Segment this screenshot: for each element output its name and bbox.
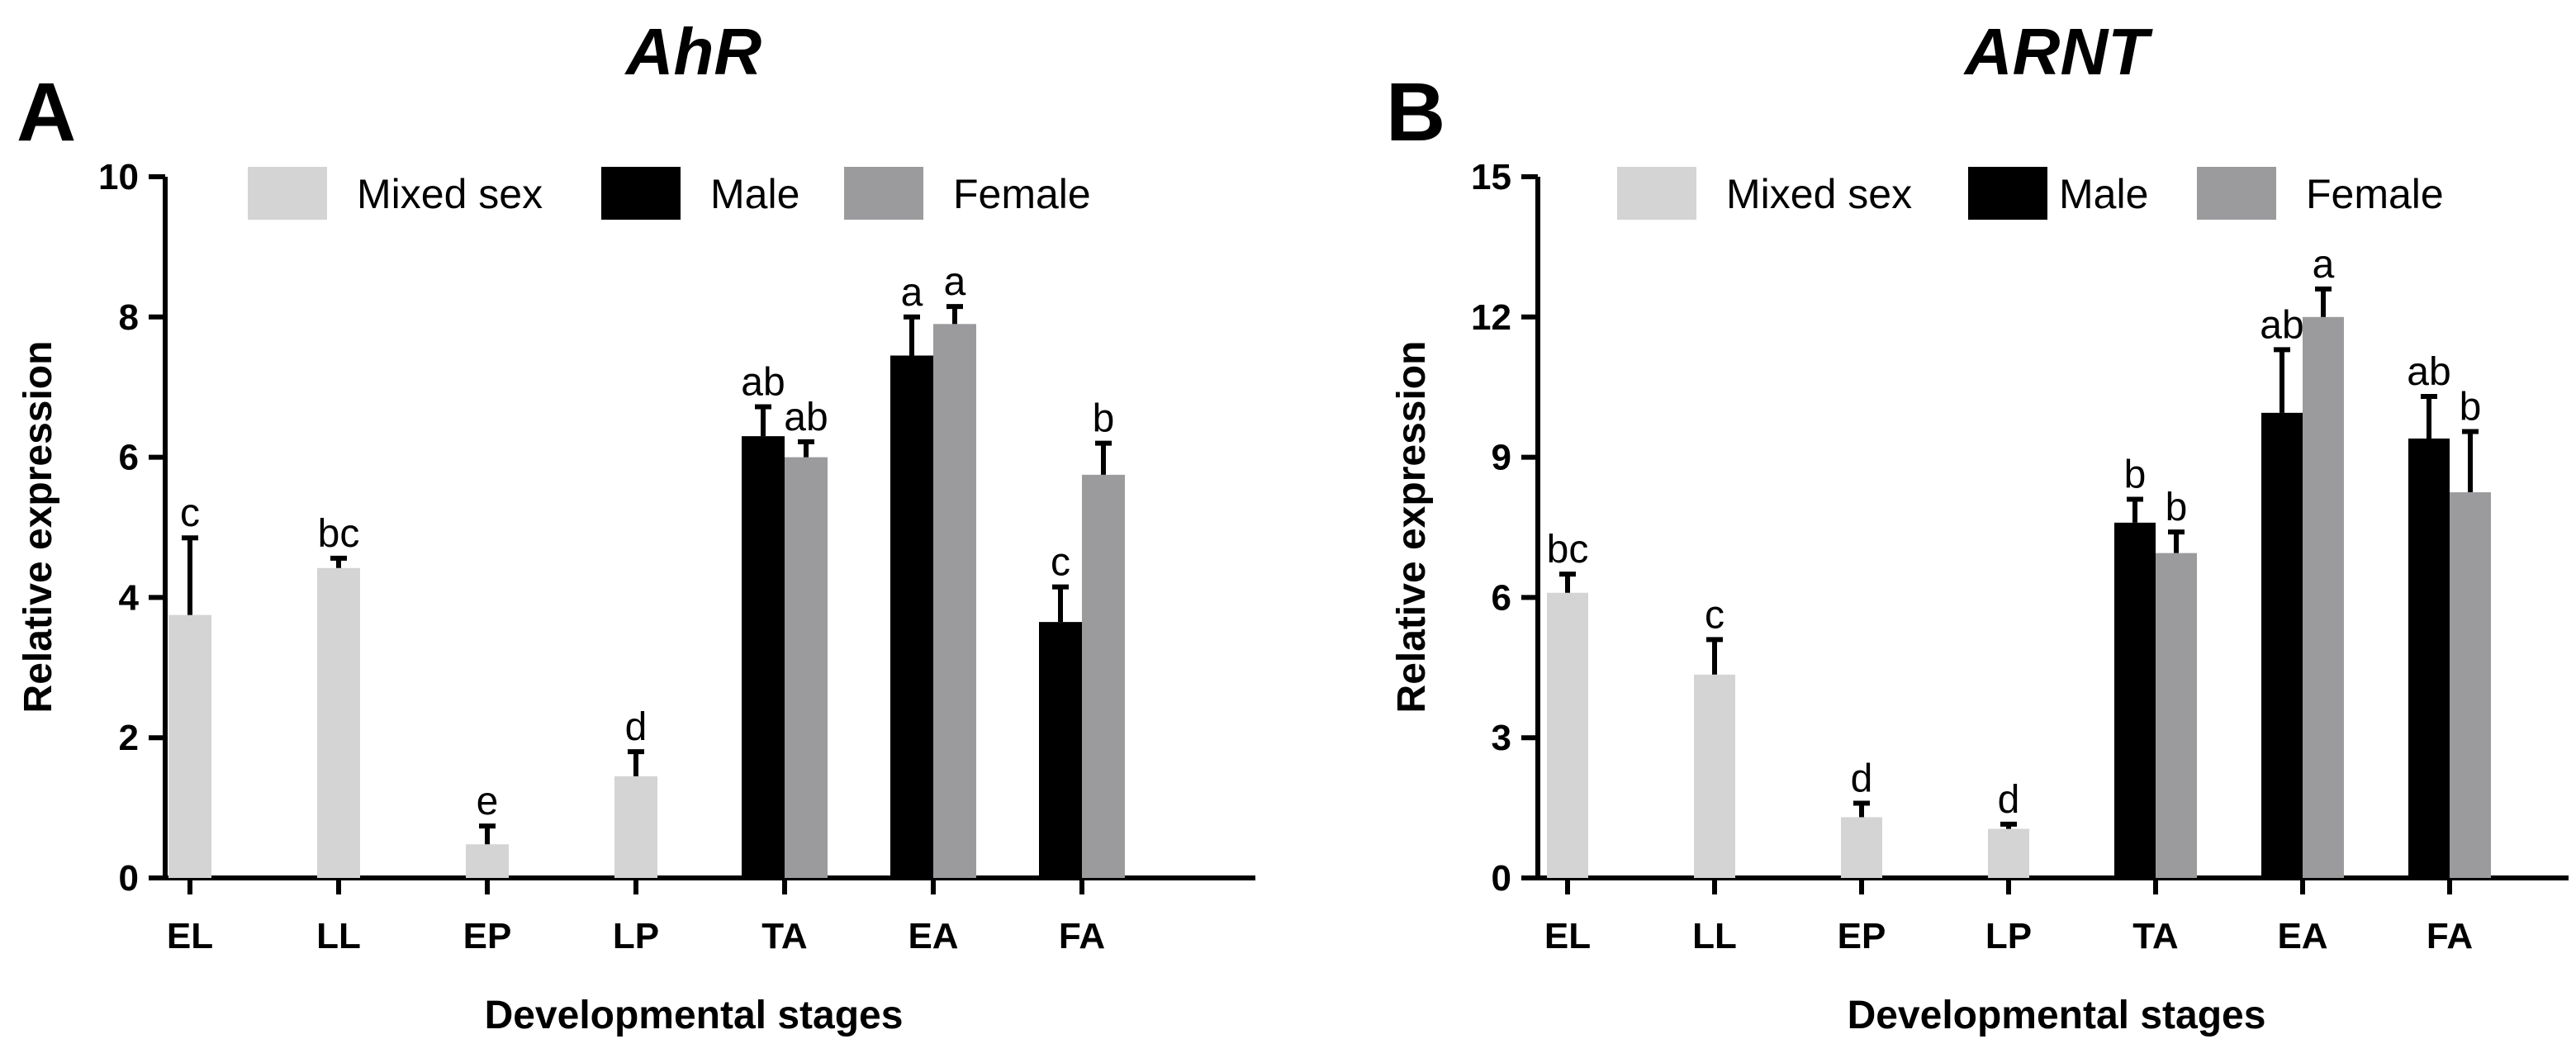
y-tick-label: 4 [119, 577, 140, 618]
x-tick-label: EA [908, 916, 958, 956]
x-tick-label: LL [316, 916, 361, 956]
bar-mixed-sex [614, 776, 657, 878]
bar-female [785, 457, 828, 878]
bar-female [2450, 492, 2491, 878]
bar-male [2408, 438, 2450, 878]
legend-label: Male [710, 171, 799, 217]
bar-mixed-sex [317, 567, 360, 878]
y-tick-label: 9 [1492, 438, 1511, 478]
significance-label: c [180, 491, 200, 535]
bar-mixed-sex [168, 614, 211, 878]
x-tick-label: EA [2277, 916, 2327, 956]
y-tick-label: 2 [119, 718, 139, 758]
y-tick-label: 0 [1492, 858, 1511, 899]
x-tick-label: EL [1544, 916, 1591, 956]
bar-mixed-sex [1988, 828, 2029, 878]
legend-label: Female [2306, 171, 2444, 217]
y-tick-label: 15 [1471, 157, 1511, 197]
legend: Mixed sex Male Female [1617, 167, 2444, 220]
legend-swatch [248, 167, 327, 220]
significance-label: b [2124, 453, 2147, 497]
bar-male [2114, 522, 2156, 878]
significance-label: e [477, 780, 499, 823]
significance-label: b [2460, 385, 2482, 429]
legend-swatch [1968, 167, 2047, 220]
x-tick-label: LL [1692, 916, 1737, 956]
x-axis-title: Developmental stages [1848, 994, 2266, 1037]
legend-label: Mixed sex [357, 171, 543, 217]
bar-mixed-sex [1841, 817, 1882, 878]
bar-mixed-sex [1547, 592, 1588, 878]
x-tick-label: FA [1059, 916, 1105, 956]
bar-male [2261, 412, 2303, 879]
x-tick-label: TA [761, 916, 807, 956]
y-tick-label: 6 [119, 438, 139, 478]
legend-label: Male [2059, 171, 2148, 217]
significance-label: a [901, 271, 923, 315]
y-tick-label: 8 [119, 297, 139, 338]
significance-label: bc [318, 512, 360, 556]
y-axis-title: Relative expression [17, 341, 60, 714]
significance-label: a [2313, 243, 2335, 287]
significance-label: d [625, 705, 648, 749]
y-tick-label: 0 [119, 858, 139, 899]
legend-swatch [844, 167, 923, 220]
legend: Mixed sex Male Female [248, 167, 1091, 220]
legend-label: Female [953, 171, 1091, 217]
chart-title: AhR [624, 15, 762, 88]
y-tick-label: 12 [1471, 297, 1511, 338]
significance-label: bc [1547, 528, 1589, 572]
bar-male [890, 355, 933, 878]
chart-title: ARNT [1963, 15, 2153, 88]
bar-female [933, 324, 976, 878]
significance-label: d [1851, 757, 1873, 800]
x-tick-label: LP [1985, 916, 2032, 956]
chart-panel-b: B ARNT 0 3 6 9 12 15 Relative expression Developm… [1386, 15, 2569, 1037]
significance-label: b [2166, 486, 2188, 529]
bar-female [2156, 553, 2197, 878]
bar-female [1082, 474, 1125, 878]
x-tick-label: EL [167, 916, 213, 956]
significance-label: ab [784, 396, 828, 439]
bar-male [742, 436, 785, 878]
bar-male [1039, 622, 1082, 878]
chart-panel-a: A AhR 0 2 4 6 8 10 Relative expression Developmen… [17, 15, 1255, 1037]
x-tick-label: LP [613, 916, 659, 956]
significance-label: c [1705, 593, 1724, 637]
x-tick-label: EP [463, 916, 512, 956]
significance-label: c [1051, 541, 1070, 585]
significance-label: ab [2407, 350, 2450, 394]
significance-label: b [1093, 397, 1115, 441]
significance-label: ab [2260, 303, 2303, 347]
panel-label: A [17, 66, 76, 159]
significance-label: d [1998, 778, 2020, 822]
x-tick-label: EP [1838, 916, 1886, 956]
bar-female [2303, 316, 2344, 878]
legend-swatch [2197, 167, 2276, 220]
x-tick-label: TA [2132, 916, 2178, 956]
y-axis-title: Relative expression [1390, 341, 1434, 714]
y-tick-label: 3 [1492, 718, 1511, 758]
x-tick-label: FA [2427, 916, 2473, 956]
y-tick-label: 10 [98, 157, 139, 197]
panel-label: B [1386, 66, 1445, 159]
legend-swatch [1617, 167, 1696, 220]
significance-label: a [944, 260, 966, 304]
significance-label: ab [741, 360, 785, 404]
x-axis-title: Developmental stages [485, 994, 904, 1037]
bar-mixed-sex [1694, 674, 1735, 878]
bar-mixed-sex [466, 844, 509, 878]
legend-swatch [601, 167, 681, 220]
y-tick-label: 6 [1492, 577, 1511, 618]
legend-label: Mixed sex [1726, 171, 1912, 217]
